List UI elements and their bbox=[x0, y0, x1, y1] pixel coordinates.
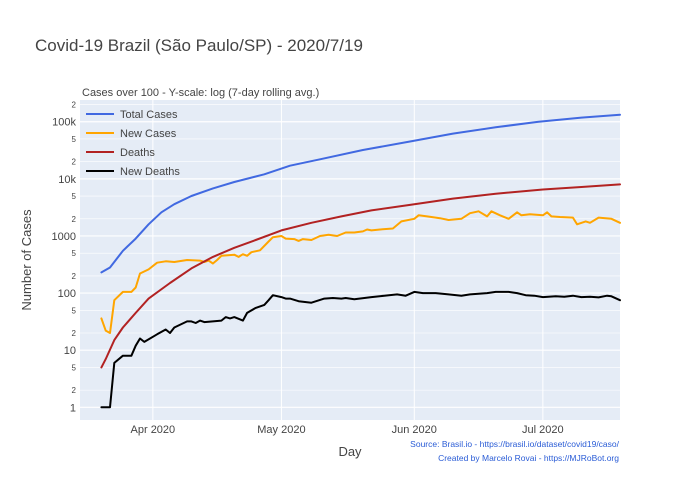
grid-lines bbox=[80, 100, 620, 420]
chart-title: Covid-19 Brazil (São Paulo/SP) - 2020/7/… bbox=[35, 36, 363, 55]
y-minor-tick-label: 2 bbox=[72, 329, 77, 338]
legend-label: Deaths bbox=[120, 147, 155, 159]
y-minor-tick-label: 2 bbox=[72, 101, 77, 110]
x-tick-label: Apr 2020 bbox=[131, 424, 176, 436]
axis-ticks: Apr 2020 May 2020 Jun 2020 Jul 2020 2 5 2 5 2 5 2 5… bbox=[52, 101, 564, 436]
series-line-total-cases bbox=[100, 113, 621, 274]
x-tick-label: Jun 2020 bbox=[392, 424, 437, 436]
y-minor-tick-label: 5 bbox=[72, 363, 77, 372]
y-minor-tick-label: 5 bbox=[72, 249, 77, 258]
credit-note: Created by Marcelo Rovai - https://MJRoB… bbox=[438, 453, 619, 463]
y-tick-label: 1 bbox=[70, 402, 76, 414]
series-line-new-cases bbox=[100, 210, 621, 334]
legend-item-total-cases[interactable]: Total Cases bbox=[86, 109, 178, 121]
y-tick-label: 100k bbox=[52, 117, 76, 129]
x-tick-label: Jul 2020 bbox=[522, 424, 564, 436]
plot-background bbox=[80, 100, 620, 420]
y-minor-tick-label: 2 bbox=[72, 386, 77, 395]
y-minor-tick-label: 5 bbox=[72, 192, 77, 201]
y-minor-tick-label: 5 bbox=[72, 135, 77, 144]
legend-item-deaths[interactable]: Deaths bbox=[86, 147, 155, 159]
y-minor-tick-label: 2 bbox=[72, 215, 77, 224]
x-tick-label: May 2020 bbox=[257, 424, 305, 436]
legend-label: Total Cases bbox=[120, 109, 178, 121]
y-tick-label: 10 bbox=[64, 345, 76, 357]
legend-label: New Deaths bbox=[120, 166, 180, 178]
legend-label: New Cases bbox=[120, 128, 177, 140]
series-line-deaths bbox=[100, 183, 621, 369]
chart-subtitle: Cases over 100 - Y-scale: log (7-day rol… bbox=[82, 87, 319, 99]
y-minor-tick-label: 2 bbox=[72, 158, 77, 167]
y-minor-tick-label: 5 bbox=[72, 306, 77, 315]
y-minor-tick-label: 2 bbox=[72, 272, 77, 281]
legend: Total Cases New Cases Deaths New Deaths bbox=[86, 109, 180, 178]
y-tick-label: 100 bbox=[58, 288, 76, 300]
y-axis-title: Number of Cases bbox=[19, 209, 34, 311]
series-line-new-deaths bbox=[100, 290, 621, 409]
legend-item-new-deaths[interactable]: New Deaths bbox=[86, 166, 180, 178]
series-lines bbox=[100, 113, 621, 409]
source-note: Source: Brasil.io - https://brasil.io/da… bbox=[410, 439, 619, 449]
y-tick-label: 10k bbox=[58, 174, 76, 186]
legend-item-new-cases[interactable]: New Cases bbox=[86, 128, 177, 140]
x-axis-title: Day bbox=[338, 444, 362, 459]
y-tick-label: 1000 bbox=[52, 231, 76, 243]
